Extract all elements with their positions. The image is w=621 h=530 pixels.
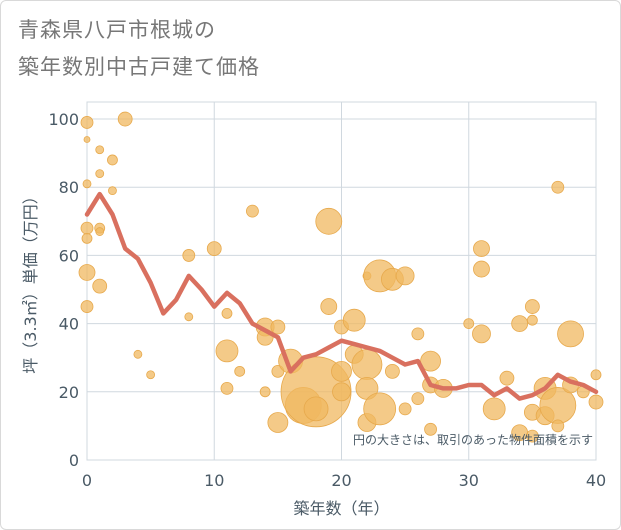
bubble-point [80, 221, 94, 235]
bubble-point [526, 314, 538, 326]
y-tick-label: 20 [59, 383, 79, 402]
bubble-point [363, 392, 397, 426]
y-tick-label: 60 [59, 246, 79, 265]
x-tick-label: 0 [82, 471, 92, 490]
bubble-series [78, 111, 604, 443]
bubble-point [557, 320, 584, 348]
x-tick-label: 20 [331, 471, 351, 490]
bubble-point [424, 422, 437, 436]
x-tick-label: 40 [586, 471, 606, 490]
bubble-point [588, 394, 604, 410]
bubble-point [82, 179, 92, 189]
chart-title-line-2: 築年数別中古戸建て価格 [18, 55, 260, 79]
bubble-point [351, 349, 383, 380]
bubble-point [411, 392, 425, 406]
bubble-point [303, 396, 329, 422]
bubble-point [234, 365, 246, 377]
axis-ticks: 0 10 20 30 40 0 20 40 60 80 100 [48, 110, 606, 490]
bubble-point [411, 327, 425, 341]
bubble-point [259, 386, 271, 398]
x-tick-label: 30 [459, 471, 479, 490]
x-tick-label: 10 [204, 471, 224, 490]
bubble-point [117, 111, 133, 127]
bubble-point [511, 315, 529, 333]
bubble-point [398, 402, 412, 416]
bubble-point [146, 370, 156, 380]
bubble-point [270, 319, 286, 335]
bubble-point [331, 360, 352, 382]
bubble-point [473, 260, 490, 278]
bubble-point [95, 145, 105, 155]
bubble-point [472, 324, 491, 344]
bubble-point [525, 429, 539, 443]
chart-title-line-1: 青森県八戸市根城の [18, 18, 216, 42]
bubble-point [482, 397, 506, 421]
bubble-point [246, 204, 259, 218]
y-tick-label: 0 [69, 451, 79, 470]
bubble-point [420, 350, 441, 372]
y-tick-label: 40 [59, 315, 79, 334]
bubble-point [221, 307, 233, 319]
y-axis-label: 坪（3.3㎡）単価（万円） [21, 188, 40, 373]
bubble-point [215, 339, 239, 363]
bubble-point [267, 412, 289, 433]
bubble-point [107, 154, 118, 166]
bubble-point [463, 318, 475, 330]
bubble-point [342, 308, 366, 332]
size-note: 円の大きさは、取引のあった物件面積を示す [353, 432, 593, 447]
bubble-point [220, 381, 234, 395]
bubble-point [95, 169, 105, 179]
bubble-point [395, 266, 415, 286]
bubble-point [184, 312, 194, 322]
bubble-point [81, 232, 93, 244]
bubble-point [551, 180, 565, 194]
bubble-point [108, 186, 117, 196]
y-tick-label: 100 [48, 110, 79, 129]
bubble-point [133, 349, 143, 359]
bubble-point [80, 116, 94, 129]
bubble-point [524, 299, 540, 314]
bubble-point [332, 382, 351, 402]
y-tick-label: 80 [59, 178, 79, 197]
bubble-point [473, 240, 490, 258]
bubble-point [95, 227, 105, 236]
x-axis-label: 築年数（年） [293, 499, 389, 518]
bubble-point [499, 370, 515, 386]
bubble-point [206, 241, 222, 257]
bubble-point [320, 298, 338, 315]
trend-line-group [84, 191, 599, 401]
bubble-point [384, 363, 400, 379]
bubble-point [590, 369, 602, 381]
bubble-point [315, 207, 343, 235]
bubble-point [80, 300, 94, 313]
bubble-point [182, 249, 196, 262]
bubble-point [78, 264, 96, 281]
bubble-point [83, 136, 91, 143]
bubble-point [551, 419, 565, 433]
trend-line [84, 191, 599, 401]
bubble-point [92, 278, 108, 294]
